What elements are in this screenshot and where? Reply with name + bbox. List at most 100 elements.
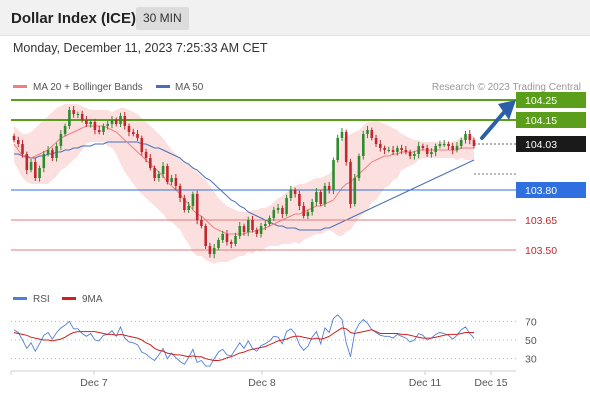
ma50-legend-swatch — [156, 85, 170, 88]
resistance-tag-label: 104.15 — [525, 115, 557, 127]
rsi-tick-label: 50 — [525, 335, 537, 347]
candle-body — [34, 162, 37, 178]
candle-body — [72, 110, 75, 114]
candle-body — [119, 116, 122, 124]
ma20-legend-swatch — [13, 85, 27, 88]
candle-body — [110, 120, 114, 124]
candle-body — [76, 114, 80, 115]
rsi-ma-line — [13, 327, 474, 361]
candle-body — [417, 146, 420, 154]
forecast-arrow-shaft — [480, 108, 508, 140]
candle-body — [93, 122, 97, 130]
candle-body — [242, 226, 246, 232]
candle-body — [366, 130, 369, 134]
candle-body — [430, 152, 433, 154]
candle-body — [217, 240, 220, 248]
candle-body — [259, 226, 263, 234]
candle-body — [106, 124, 109, 126]
candle-body — [464, 134, 467, 140]
candle-body — [293, 190, 297, 194]
candle-body — [459, 140, 463, 146]
candle-body — [140, 138, 144, 152]
candle-body — [97, 130, 101, 132]
candle-body — [187, 206, 190, 210]
candle-body — [102, 126, 105, 132]
candle-body — [272, 210, 276, 218]
candle-body — [413, 154, 416, 156]
candle-body — [225, 234, 229, 242]
rsi-tick-label: 30 — [525, 354, 537, 366]
candle-body — [255, 230, 259, 234]
candle-body — [208, 246, 212, 254]
x-axis-label: Dec 7 — [80, 377, 108, 389]
timeframe-badge[interactable]: 30 MIN — [136, 7, 189, 30]
candle-body — [374, 138, 378, 144]
candle-body — [276, 208, 280, 210]
rsi-ma-legend-label: 9MA — [82, 294, 103, 305]
candle-body — [404, 150, 408, 152]
candle-body — [174, 178, 178, 186]
candle-body — [247, 220, 250, 232]
candle-body — [298, 194, 301, 206]
candle-body — [132, 132, 135, 134]
candle-body — [315, 192, 318, 202]
x-axis-label: Dec 8 — [248, 377, 276, 389]
candle-body — [200, 220, 203, 226]
support-label: 103.50 — [525, 245, 557, 257]
instrument-title: Dollar Index (ICE) — [11, 10, 137, 27]
candle-body — [127, 126, 131, 132]
candlesticks — [12, 106, 476, 259]
candle-body — [383, 148, 386, 150]
candle-body — [251, 220, 254, 230]
candle-body — [144, 152, 148, 158]
candle-body — [157, 174, 161, 178]
candle-body — [396, 148, 399, 152]
candle-body — [336, 138, 339, 160]
candle-body — [425, 148, 429, 154]
resistance-tag — [516, 112, 586, 128]
level-tags: 104.25 104.15 104.03 103.80 103.65 103.50 — [516, 92, 586, 257]
candle-body — [281, 208, 284, 214]
candle-body — [114, 120, 118, 124]
candle-body — [183, 198, 186, 210]
candle-body — [29, 162, 33, 170]
forecast-annotations — [474, 100, 516, 175]
candle-body — [438, 144, 442, 146]
candle-body — [468, 134, 472, 140]
resistance-tag — [516, 92, 586, 108]
candle-body — [51, 150, 54, 158]
candle-body — [340, 132, 344, 138]
candle-body — [302, 206, 305, 216]
last-price-tag-label: 104.03 — [525, 139, 557, 151]
candle-body — [434, 146, 437, 152]
pivot-tag-label: 103.80 — [525, 185, 557, 197]
chart-header: Dollar Index (ICE) 30 MIN — [0, 0, 590, 36]
rsi-legend: RSI 9MA — [13, 294, 103, 305]
candle-body — [212, 248, 216, 254]
candle-body — [59, 134, 63, 146]
candle-body — [85, 120, 88, 124]
candle-body — [362, 134, 365, 156]
candle-body — [123, 116, 127, 126]
x-axis-label: Dec 15 — [474, 377, 507, 389]
support-label: 103.65 — [525, 215, 557, 227]
candle-body — [161, 166, 165, 174]
candle-body — [349, 162, 352, 204]
candle-body — [17, 140, 20, 144]
candle-body — [221, 234, 224, 240]
chart-legend: MA 20 + Bollinger Bands MA 50 Research ©… — [13, 82, 581, 93]
candle-body — [323, 186, 327, 204]
candle-body — [387, 150, 391, 151]
candle-body — [289, 190, 293, 198]
candle-body — [442, 144, 446, 145]
candle-body — [370, 130, 374, 138]
candle-body — [42, 154, 46, 168]
forecast-arrow-head — [498, 100, 516, 120]
candle-body — [264, 224, 267, 226]
candle-body — [149, 158, 152, 168]
candle-body — [170, 178, 173, 182]
rsi-ma-legend-swatch — [62, 297, 76, 300]
ma50-legend-label: MA 50 — [175, 82, 204, 93]
candle-body — [344, 132, 348, 162]
